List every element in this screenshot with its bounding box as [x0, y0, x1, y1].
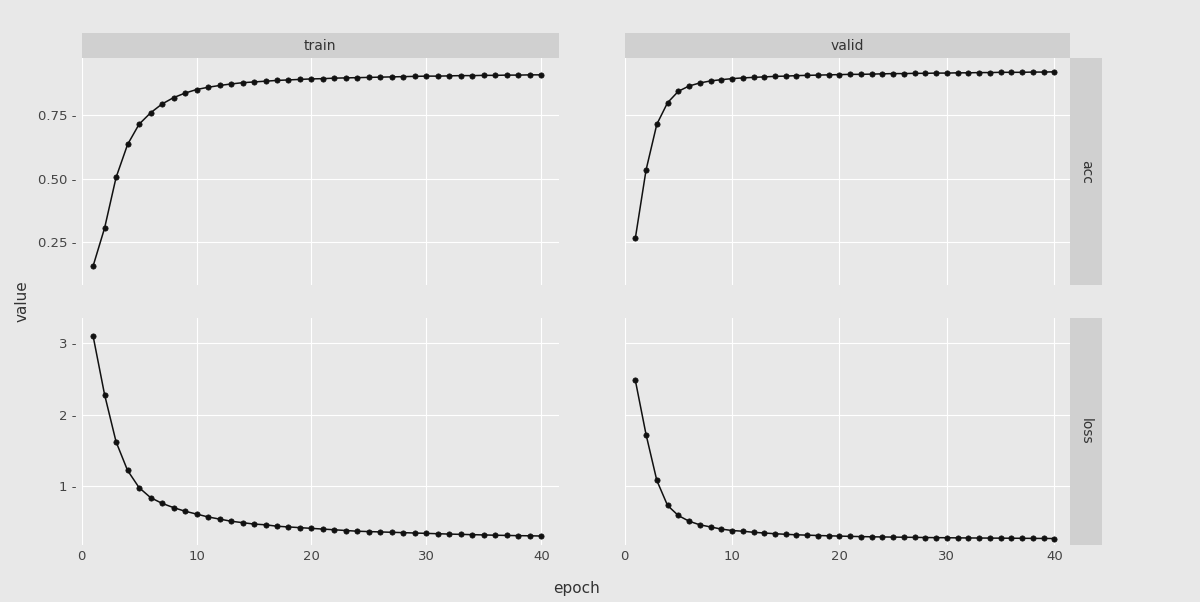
Text: epoch: epoch: [553, 582, 599, 596]
Text: train: train: [304, 39, 336, 53]
Text: loss: loss: [1079, 418, 1093, 445]
Text: value: value: [14, 281, 29, 323]
Text: valid: valid: [830, 39, 864, 53]
Text: acc: acc: [1079, 160, 1093, 184]
